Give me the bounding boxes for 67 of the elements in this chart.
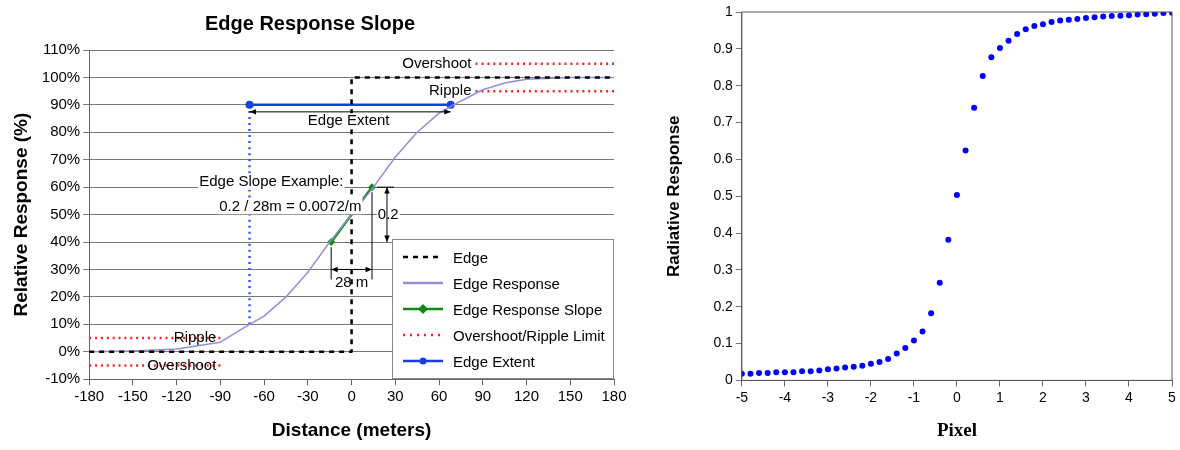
x-tick-label: 60	[430, 387, 448, 405]
y-tick-label: 20%	[50, 287, 81, 305]
annotation: 0.2 / 28m = 0.0072/m	[219, 196, 362, 214]
annotation: Edge Extent	[307, 111, 391, 129]
y-tick-label: 0%	[58, 341, 81, 359]
annotation: Overshoot	[402, 53, 473, 71]
annotation: Ripple	[173, 328, 217, 346]
x-tick-label: 3	[1082, 388, 1091, 405]
y-tick-label: 0	[725, 371, 734, 388]
y-tick-label: -10%	[45, 369, 81, 387]
y-tick-label: 60%	[50, 177, 81, 195]
y-tick-label: 90%	[50, 95, 81, 113]
legend-label: Overshoot/Ripple Limit	[453, 326, 605, 344]
annotation: Edge Slope Example:	[199, 171, 344, 189]
x-tick-label: 120	[514, 387, 540, 405]
x-tick-label: -4	[778, 388, 792, 405]
x-tick-label: -120	[161, 387, 192, 405]
y-tick-label: 0.5	[713, 187, 734, 204]
legend-label: Edge Response	[453, 274, 560, 292]
y-tick-label: 0.1	[713, 334, 734, 351]
chart-title: Edge Response Slope	[204, 11, 416, 34]
x-tick-label: 4	[1125, 388, 1134, 405]
y-tick-label: 40%	[50, 232, 81, 250]
x-tick-label: -180	[74, 387, 105, 405]
y-tick-label: 10%	[50, 314, 81, 332]
annotation: Overshoot	[147, 355, 218, 373]
y-axis-title: Relative Response (%)	[9, 112, 31, 317]
x-axis-title: Pixel	[936, 418, 977, 440]
x-tick-label: -2	[864, 388, 878, 405]
x-tick-label: 180	[601, 387, 627, 405]
y-tick-label: 110%	[42, 40, 81, 58]
legend-label: Edge	[453, 248, 489, 266]
x-tick-label: -5	[735, 388, 749, 405]
legend-label: Edge Extent	[453, 352, 535, 370]
x-tick-label: -90	[209, 387, 232, 405]
x-tick-label: 5	[1168, 388, 1177, 405]
legend-label: Edge Response Slope	[453, 300, 603, 318]
y-tick-label: 50%	[50, 204, 81, 222]
x-tick-label: 150	[557, 387, 583, 405]
y-tick-label: 100%	[41, 67, 81, 85]
x-tick-label: -60	[253, 387, 275, 405]
x-tick-label: -1	[907, 388, 921, 405]
x-tick-label: 1	[996, 388, 1005, 405]
annotation: Ripple	[428, 81, 472, 99]
y-tick-label: 0.6	[713, 150, 734, 167]
x-tick-label: -150	[117, 387, 148, 405]
x-tick-label: -30	[297, 387, 319, 405]
x-tick-label: 0	[953, 388, 962, 405]
x-tick-label: -3	[821, 388, 835, 405]
x-tick-label: 0	[347, 387, 356, 405]
annotation: 28 m	[334, 272, 369, 290]
y-tick-label: 0.9	[713, 39, 734, 56]
y-axis-title: Radiative Response	[663, 115, 683, 277]
x-tick-label: 2	[1039, 388, 1048, 405]
y-tick-label: 70%	[50, 149, 81, 167]
x-axis-title: Distance (meters)	[271, 418, 432, 440]
y-tick-label: 0.7	[713, 113, 734, 130]
x-tick-label: 30	[386, 387, 404, 405]
y-tick-label: 30%	[50, 259, 81, 277]
y-tick-label: 0.3	[713, 260, 734, 277]
annotation: 0.2	[377, 204, 399, 222]
y-tick-label: 0.8	[713, 76, 734, 93]
x-tick-label: 90	[474, 387, 492, 405]
y-tick-label: 0.2	[713, 297, 734, 314]
y-tick-label: 0.4	[713, 223, 734, 240]
y-tick-label: 1	[725, 2, 734, 19]
y-tick-label: 80%	[50, 122, 81, 140]
